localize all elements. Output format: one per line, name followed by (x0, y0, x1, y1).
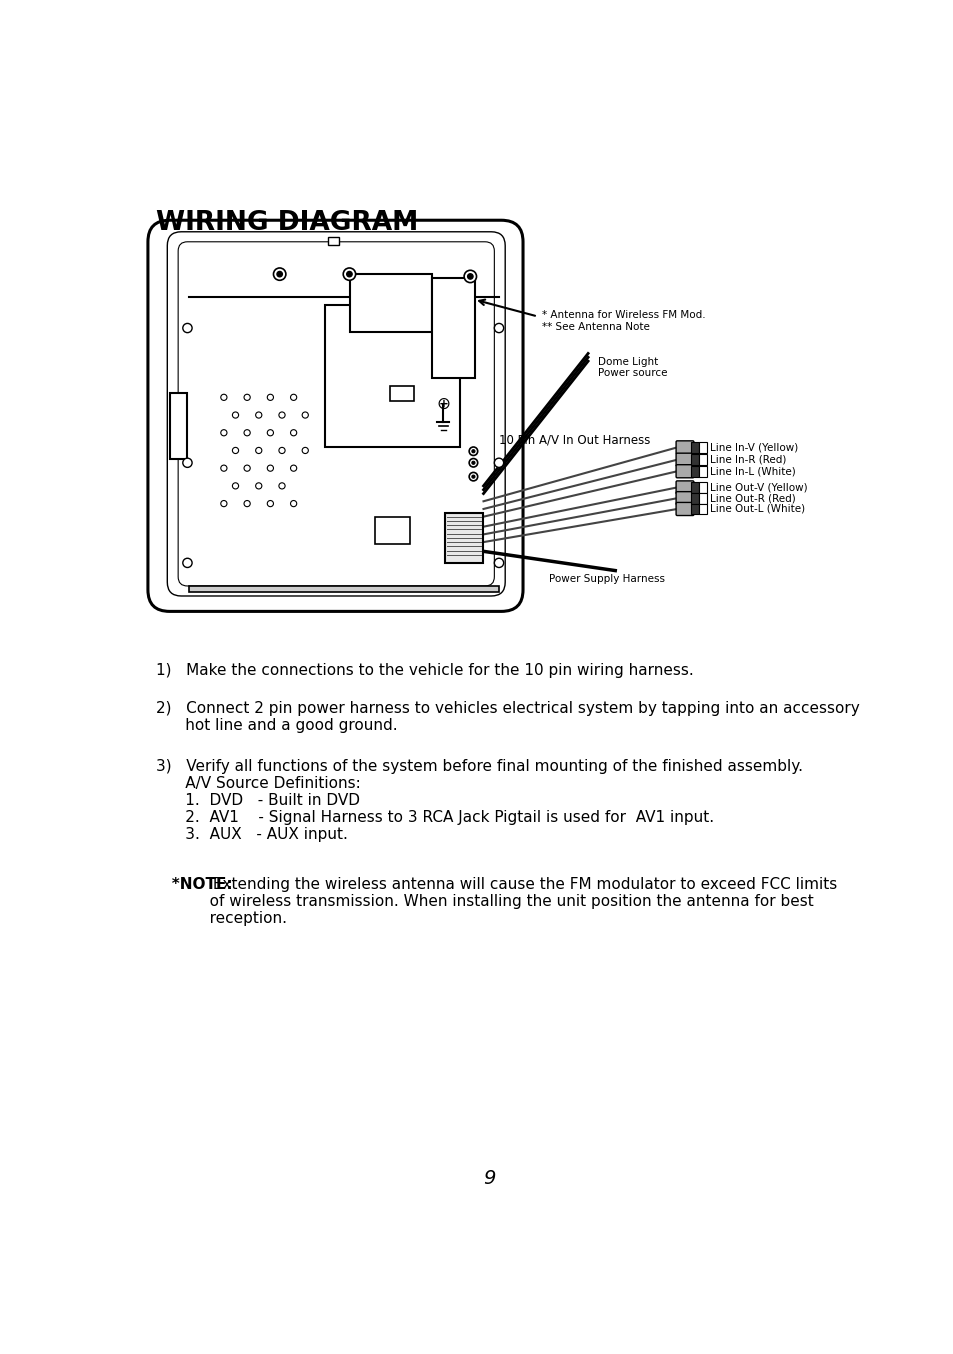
Circle shape (274, 268, 286, 280)
Circle shape (291, 429, 296, 436)
Text: 10 Pin A/V In Out Harness: 10 Pin A/V In Out Harness (498, 433, 650, 447)
Bar (691, 441, 699, 452)
Bar (189, 586, 498, 592)
FancyBboxPatch shape (676, 464, 693, 478)
FancyBboxPatch shape (676, 492, 693, 505)
Text: Line In-V (Yellow): Line In-V (Yellow) (709, 443, 798, 452)
Bar (170, 394, 187, 459)
Text: 2.  AV1    - Signal Harness to 3 RCA Jack Pigtail is used for  AV1 input.: 2. AV1 - Signal Harness to 3 RCA Jack Pi… (155, 810, 713, 825)
Circle shape (244, 429, 250, 436)
Bar (699, 455, 706, 464)
FancyBboxPatch shape (676, 502, 693, 516)
Circle shape (233, 447, 238, 454)
Bar (691, 482, 699, 493)
Text: Power Supply Harness: Power Supply Harness (549, 574, 664, 585)
Text: * Antenna for Wireless FM Mod.
** See Antenna Note: * Antenna for Wireless FM Mod. ** See An… (541, 310, 704, 332)
Circle shape (472, 450, 475, 452)
Circle shape (220, 501, 227, 506)
Text: 1)   Make the connections to the vehicle for the 10 pin wiring harness.: 1) Make the connections to the vehicle f… (155, 663, 693, 678)
Circle shape (220, 394, 227, 401)
Bar (350, 274, 431, 332)
Text: Line In-L (White): Line In-L (White) (709, 466, 795, 477)
Circle shape (244, 394, 250, 401)
Text: Line Out-L (White): Line Out-L (White) (709, 504, 804, 515)
Bar (699, 504, 706, 515)
Circle shape (302, 447, 308, 454)
Bar (432, 278, 475, 378)
Text: Extending the wireless antenna will cause the FM modulator to exceed FCC limits: Extending the wireless antenna will caus… (208, 877, 836, 892)
Circle shape (220, 429, 227, 436)
Bar (390, 386, 414, 401)
Circle shape (267, 501, 274, 506)
Circle shape (183, 558, 192, 567)
Bar (444, 513, 483, 563)
Text: Line Out-V (Yellow): Line Out-V (Yellow) (709, 482, 806, 493)
Circle shape (469, 447, 477, 455)
Circle shape (267, 429, 274, 436)
Bar (691, 504, 699, 515)
Text: WIRING DIAGRAM: WIRING DIAGRAM (155, 210, 417, 236)
Circle shape (467, 274, 473, 279)
Bar (699, 482, 706, 493)
Bar (691, 493, 699, 504)
Circle shape (278, 412, 285, 418)
FancyBboxPatch shape (676, 481, 693, 494)
Bar (691, 455, 699, 464)
Circle shape (291, 394, 296, 401)
Circle shape (276, 271, 282, 276)
Text: Dome Light
Power source: Dome Light Power source (598, 356, 667, 378)
Bar (375, 517, 410, 543)
Text: 3)   Verify all functions of the system before final mounting of the finished as: 3) Verify all functions of the system be… (155, 760, 801, 774)
Text: of wireless transmission. When installing the unit position the antenna for best: of wireless transmission. When installin… (155, 894, 813, 909)
Text: Line Out-R (Red): Line Out-R (Red) (709, 493, 795, 504)
Circle shape (302, 412, 308, 418)
Circle shape (469, 473, 477, 481)
Circle shape (494, 324, 503, 333)
Circle shape (267, 394, 274, 401)
Text: 3.  AUX   - AUX input.: 3. AUX - AUX input. (155, 827, 347, 842)
Circle shape (255, 412, 261, 418)
Text: 9: 9 (482, 1170, 495, 1189)
Circle shape (291, 501, 296, 506)
Circle shape (233, 483, 238, 489)
Bar (699, 441, 706, 452)
Text: 1.  DVD   - Built in DVD: 1. DVD - Built in DVD (155, 793, 359, 808)
Text: 2)   Connect 2 pin power harness to vehicles electrical system by tapping into a: 2) Connect 2 pin power harness to vehicl… (155, 701, 859, 716)
FancyBboxPatch shape (676, 454, 693, 466)
Circle shape (255, 447, 261, 454)
Circle shape (472, 475, 475, 478)
Circle shape (183, 324, 192, 333)
Circle shape (469, 459, 477, 467)
Text: A/V Source Definitions:: A/V Source Definitions: (155, 776, 360, 791)
Bar (699, 466, 706, 477)
Text: *NOTE:: *NOTE: (155, 877, 233, 892)
Circle shape (244, 501, 250, 506)
Bar (691, 466, 699, 477)
Bar (324, 305, 459, 447)
Bar (328, 237, 339, 245)
Text: Line In-R (Red): Line In-R (Red) (709, 455, 785, 464)
Circle shape (244, 464, 250, 471)
Circle shape (183, 458, 192, 467)
Text: ⊕: ⊕ (436, 394, 450, 413)
FancyBboxPatch shape (148, 221, 522, 612)
Text: hot line and a good ground.: hot line and a good ground. (155, 719, 396, 734)
Circle shape (267, 464, 274, 471)
Circle shape (464, 271, 476, 283)
Bar (699, 493, 706, 504)
Circle shape (494, 458, 503, 467)
Circle shape (220, 464, 227, 471)
Circle shape (278, 447, 285, 454)
Circle shape (346, 271, 352, 276)
Circle shape (291, 464, 296, 471)
Text: reception.: reception. (155, 911, 286, 926)
Circle shape (343, 268, 355, 280)
Circle shape (255, 483, 261, 489)
Circle shape (278, 483, 285, 489)
Circle shape (472, 462, 475, 464)
FancyBboxPatch shape (676, 441, 693, 454)
Circle shape (494, 558, 503, 567)
Circle shape (233, 412, 238, 418)
